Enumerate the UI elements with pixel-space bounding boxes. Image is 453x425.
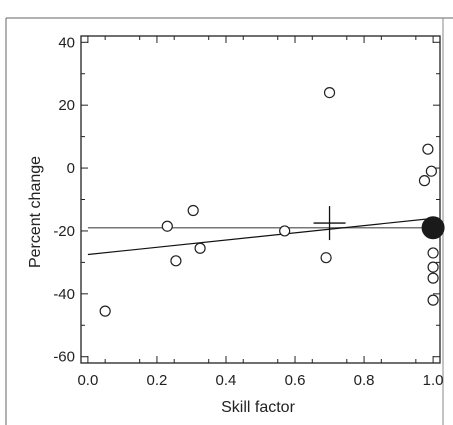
x-tick-label: 0.8 — [354, 372, 375, 389]
y-axis-label: Percent change — [27, 156, 44, 268]
data-point — [194, 242, 206, 254]
x-axis-label: Skill factor — [221, 399, 295, 416]
data-point — [187, 204, 199, 217]
y-tick-label: 0 — [67, 160, 75, 177]
data-point — [427, 247, 439, 259]
x-tick-label: 0.0 — [77, 372, 98, 389]
data-point — [99, 305, 111, 317]
x-tick-label: 0.6 — [285, 372, 306, 389]
y-tick-label: 40 — [58, 34, 75, 51]
y-tick-label: -60 — [53, 349, 75, 366]
data-point — [427, 261, 439, 273]
data-point — [323, 86, 336, 99]
data-point — [425, 165, 437, 177]
x-tick-label: 0.4 — [216, 372, 237, 389]
plot-frame — [80, 35, 441, 364]
data-point — [422, 143, 434, 155]
data-point — [320, 252, 332, 264]
fit-line — [87, 217, 434, 256]
x-tick-label: 0.2 — [147, 372, 168, 389]
y-tick-label: 20 — [58, 97, 75, 114]
data-point — [427, 272, 439, 284]
data-point — [161, 220, 173, 232]
y-tick-label: -20 — [53, 223, 75, 240]
x-tick-label: 1.0 — [423, 372, 444, 389]
data-point — [279, 225, 291, 237]
data-point — [170, 255, 182, 267]
y-tick-label: -40 — [53, 286, 75, 303]
mean-point — [421, 216, 445, 240]
data-point — [427, 294, 439, 306]
plot-area: 0.0 0.2 0.4 0.6 0.8 1.0 40 20 0 -20 -40 -60 — [53, 34, 445, 389]
data-point — [418, 175, 431, 187]
